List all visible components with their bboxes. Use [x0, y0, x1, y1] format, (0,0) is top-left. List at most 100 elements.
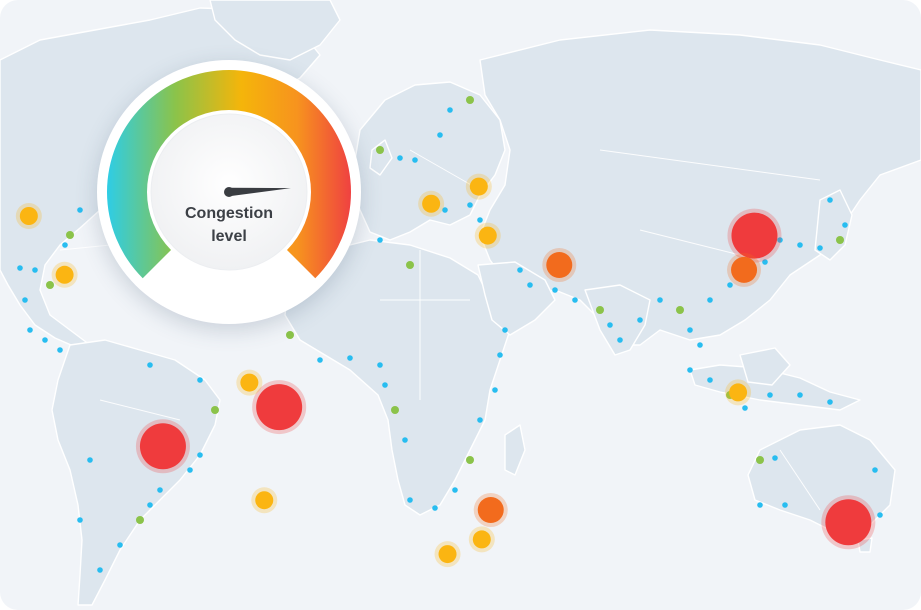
- low-congestion-port-dot[interactable]: [391, 406, 399, 414]
- port-dot[interactable]: [497, 352, 503, 358]
- port-dot[interactable]: [607, 322, 613, 328]
- low-congestion-port-dot[interactable]: [211, 406, 219, 414]
- port-dot[interactable]: [697, 342, 703, 348]
- shanghai-port-marker[interactable]: [731, 212, 778, 259]
- port-dot[interactable]: [817, 245, 823, 251]
- port-dot[interactable]: [827, 399, 833, 405]
- port-dot[interactable]: [187, 467, 193, 473]
- port-dot[interactable]: [687, 367, 693, 373]
- port-dot[interactable]: [707, 377, 713, 383]
- persian-gulf-port-marker[interactable]: [546, 252, 573, 278]
- port-dot[interactable]: [432, 505, 438, 511]
- sydney-port-marker[interactable]: [825, 499, 872, 546]
- indonesia-port-marker[interactable]: [729, 383, 748, 402]
- port-dot[interactable]: [97, 567, 103, 573]
- port-dot[interactable]: [657, 297, 663, 303]
- port-dot[interactable]: [77, 207, 83, 213]
- low-congestion-port-dot[interactable]: [836, 236, 844, 244]
- north-america-west-port-marker[interactable]: [19, 207, 38, 225]
- port-dot[interactable]: [17, 265, 23, 271]
- port-dot[interactable]: [617, 337, 623, 343]
- port-dot[interactable]: [492, 387, 498, 393]
- port-dot[interactable]: [872, 467, 878, 473]
- port-dot[interactable]: [437, 132, 443, 138]
- north-america-west-port-2-marker[interactable]: [55, 265, 74, 284]
- low-congestion-port-dot[interactable]: [466, 96, 474, 104]
- port-dot[interactable]: [197, 452, 203, 458]
- port-dot[interactable]: [687, 327, 693, 333]
- port-dot[interactable]: [637, 317, 643, 323]
- port-dot[interactable]: [347, 355, 353, 361]
- port-dot[interactable]: [32, 267, 38, 273]
- port-dot[interactable]: [377, 237, 383, 243]
- gauge-dial: [106, 69, 351, 279]
- south-africa-cape-port-marker[interactable]: [438, 545, 457, 564]
- port-dot[interactable]: [477, 217, 483, 223]
- mozambique-port-marker[interactable]: [477, 497, 504, 523]
- port-dot[interactable]: [197, 377, 203, 383]
- low-congestion-port-dot[interactable]: [596, 306, 604, 314]
- port-dot[interactable]: [477, 417, 483, 423]
- port-dot[interactable]: [317, 357, 323, 363]
- port-dot[interactable]: [407, 497, 413, 503]
- port-dot[interactable]: [377, 362, 383, 368]
- port-dot[interactable]: [447, 107, 453, 113]
- port-dot[interactable]: [87, 457, 93, 463]
- turkey-port-marker[interactable]: [469, 177, 488, 196]
- port-dot[interactable]: [57, 347, 63, 353]
- low-congestion-port-dot[interactable]: [66, 231, 74, 239]
- port-dot[interactable]: [767, 392, 773, 398]
- low-congestion-port-dot[interactable]: [756, 456, 764, 464]
- port-dot[interactable]: [397, 155, 403, 161]
- port-dot[interactable]: [147, 502, 153, 508]
- port-dot[interactable]: [777, 237, 783, 243]
- port-dot[interactable]: [157, 487, 163, 493]
- port-dot[interactable]: [517, 267, 523, 273]
- port-dot[interactable]: [727, 282, 733, 288]
- low-congestion-port-dot[interactable]: [46, 281, 54, 289]
- mediterranean-port-marker[interactable]: [422, 194, 441, 213]
- brazil-south-port-marker[interactable]: [255, 491, 274, 510]
- port-dot[interactable]: [757, 502, 763, 508]
- port-dot[interactable]: [467, 202, 473, 208]
- port-dot[interactable]: [772, 455, 778, 461]
- port-dot[interactable]: [742, 405, 748, 411]
- port-dot[interactable]: [412, 157, 418, 163]
- brazil-north-port-marker[interactable]: [256, 384, 303, 431]
- low-congestion-port-dot[interactable]: [376, 146, 384, 154]
- port-dot[interactable]: [382, 382, 388, 388]
- port-dot[interactable]: [762, 259, 768, 265]
- port-dot[interactable]: [797, 242, 803, 248]
- port-dot[interactable]: [147, 362, 153, 368]
- china-south-port-marker[interactable]: [731, 256, 758, 283]
- port-dot[interactable]: [877, 512, 883, 518]
- port-dot[interactable]: [77, 517, 83, 523]
- peru-port-marker[interactable]: [139, 423, 186, 470]
- port-dot[interactable]: [527, 282, 533, 288]
- port-dot[interactable]: [552, 287, 558, 293]
- port-dot[interactable]: [452, 487, 458, 493]
- port-dot[interactable]: [797, 392, 803, 398]
- port-dot[interactable]: [22, 297, 28, 303]
- port-dot[interactable]: [442, 207, 448, 213]
- port-dot[interactable]: [502, 327, 508, 333]
- port-dot[interactable]: [62, 242, 68, 248]
- port-dot[interactable]: [827, 197, 833, 203]
- low-congestion-port-dot[interactable]: [676, 306, 684, 314]
- port-dot[interactable]: [572, 297, 578, 303]
- south-africa-port-marker[interactable]: [472, 530, 491, 549]
- low-congestion-port-dot[interactable]: [286, 331, 294, 339]
- brazil-northeast-port-marker[interactable]: [240, 373, 259, 392]
- port-dot[interactable]: [782, 502, 788, 508]
- port-dot[interactable]: [117, 542, 123, 548]
- port-dot[interactable]: [842, 222, 848, 228]
- port-dot[interactable]: [707, 297, 713, 303]
- port-dot[interactable]: [27, 327, 33, 333]
- port-dot[interactable]: [402, 437, 408, 443]
- low-congestion-port-dot[interactable]: [466, 456, 474, 464]
- low-congestion-port-dot[interactable]: [406, 261, 414, 269]
- low-congestion-port-dot[interactable]: [136, 516, 144, 524]
- egypt-port-marker[interactable]: [478, 226, 497, 245]
- port-dot[interactable]: [42, 337, 48, 343]
